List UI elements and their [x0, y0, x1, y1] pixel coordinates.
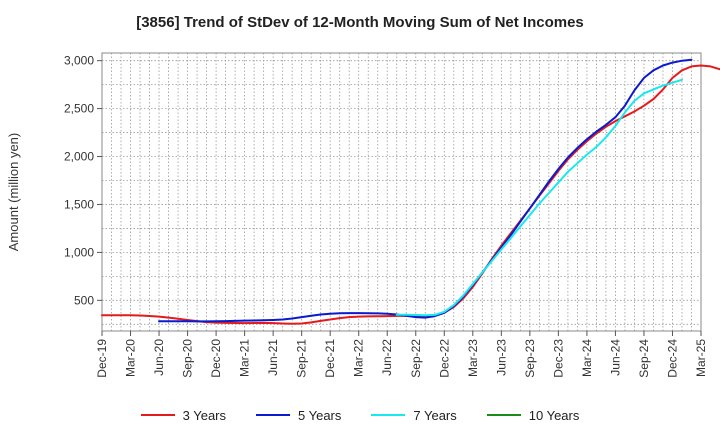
legend-label: 10 Years	[528, 407, 580, 423]
x-tick-label: Mar-20	[124, 339, 138, 377]
x-tick-label: Mar-23	[466, 339, 480, 377]
y-tick-label: 3,000	[64, 54, 94, 68]
legend-label: 7 Years	[413, 407, 457, 423]
x-axis-ticks: Dec-19 Mar-20 Jun-20 Sep-20 Dec-20 Mar-21 Jun-…	[95, 331, 708, 378]
legend-label: 3 Years	[182, 407, 226, 423]
y-axis-label: Amount (million yen)	[6, 133, 21, 252]
x-tick-label: Mar-24	[580, 339, 594, 377]
x-tick-label: Dec-22	[437, 339, 451, 378]
series-line-5-years	[158, 58, 693, 323]
legend-swatch	[486, 414, 521, 416]
x-tick-label: Jun-20	[152, 339, 166, 376]
legend-item: 7 Years	[371, 407, 457, 423]
x-tick-label: Dec-20	[209, 339, 223, 378]
x-tick-label: Dec-23	[551, 339, 565, 378]
grid	[101, 53, 702, 331]
x-tick-label: Sep-20	[181, 339, 195, 378]
legend-item: 5 Years	[256, 408, 341, 423]
x-tick-label: Jun-22	[380, 339, 394, 376]
x-tick-label: Dec-21	[323, 339, 337, 378]
legend-label: 5 Years	[298, 407, 342, 423]
x-tick-label: Dec-19	[95, 339, 109, 378]
x-tick-label: Sep-24	[637, 339, 651, 378]
x-tick-label: Jun-24	[608, 339, 622, 376]
series-line-3-years	[101, 64, 720, 325]
x-tick-label: Mar-25	[694, 339, 708, 377]
legend-swatch	[140, 414, 175, 416]
x-tick-label: Sep-22	[409, 339, 423, 378]
legend-item: 10 Years	[486, 407, 580, 423]
y-tick-label: 2,500	[64, 102, 94, 116]
y-axis-ticks: 500 1,000 1,500 2,000 2,500 3,000	[64, 54, 102, 307]
x-tick-label: Jun-21	[266, 339, 280, 376]
legend-item: 3 Years	[140, 407, 226, 423]
legend-swatch	[256, 414, 290, 416]
x-tick-label: Jun-23	[494, 339, 508, 376]
y-tick-label: 2,000	[64, 150, 94, 164]
legend-swatch	[371, 414, 406, 416]
y-tick-label: 500	[74, 293, 94, 307]
x-tick-label: Dec-24	[665, 339, 679, 378]
plot-area	[101, 52, 702, 332]
x-tick-label: Mar-22	[352, 339, 366, 377]
series-line-7-years	[395, 78, 683, 317]
x-tick-label: Sep-23	[523, 339, 537, 378]
chart-title: [3856] Trend of StDev of 12-Month Moving…	[136, 14, 584, 31]
legend: 3 Years 5 Years 7 Years 10 Years	[0, 405, 720, 425]
x-tick-label: Sep-21	[295, 339, 309, 378]
y-tick-label: 1,500	[64, 197, 94, 211]
y-tick-label: 1,000	[64, 245, 94, 259]
series-lines	[101, 58, 720, 325]
x-tick-label: Mar-21	[238, 339, 252, 377]
